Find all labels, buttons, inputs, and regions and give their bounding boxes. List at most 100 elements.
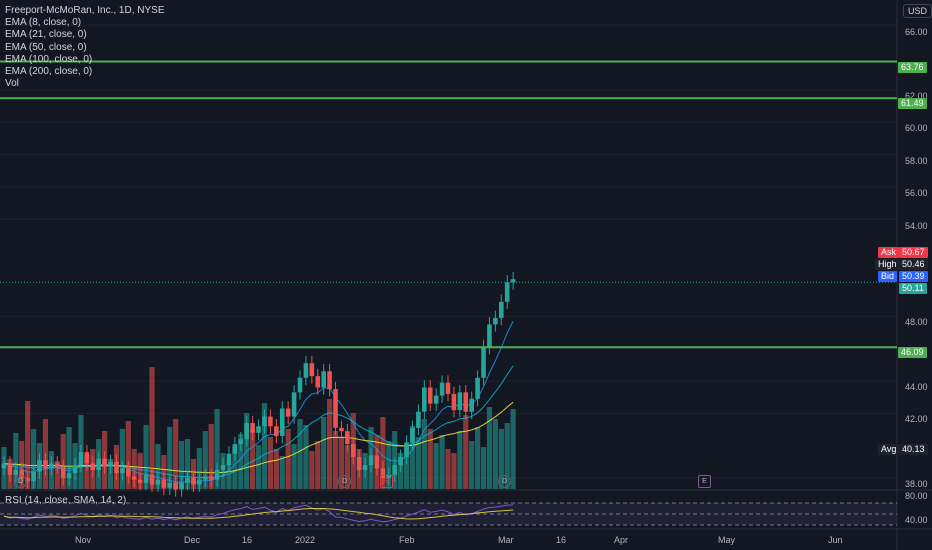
time-axis-tick: 16 xyxy=(242,535,253,545)
candle-body xyxy=(510,279,516,283)
earnings-marker[interactable]: E xyxy=(380,475,393,488)
volume-bar xyxy=(415,437,421,489)
chart-title[interactable]: Freeport-McMoRan, Inc., 1D, NYSE xyxy=(5,5,165,16)
volume-bar xyxy=(167,427,173,489)
ema-21-line xyxy=(3,365,514,479)
candle-body xyxy=(498,301,504,318)
volume-bar xyxy=(184,439,191,489)
bid-price-tag: 50.39 xyxy=(899,271,928,282)
candle-body xyxy=(504,282,510,302)
volume-bar xyxy=(403,445,410,489)
price-axis-tick: 58.00 xyxy=(905,156,928,166)
last-price-tag: 50.11 xyxy=(899,283,927,294)
candle-body xyxy=(493,317,498,325)
volume-bar xyxy=(119,429,125,489)
volume-bar xyxy=(255,445,262,489)
candle-body xyxy=(54,463,60,467)
level-tag-63-76[interactable]: 63.76 xyxy=(898,62,927,73)
volume-bar xyxy=(31,429,37,489)
rsi-legend[interactable]: RSI (14, close, SMA, 14, 2) xyxy=(5,495,127,506)
candle-body xyxy=(191,478,196,485)
candle-body xyxy=(108,461,113,467)
candle-body xyxy=(321,371,326,388)
time-axis-tick: Feb xyxy=(399,535,415,545)
volume-bar xyxy=(433,443,439,489)
candle-body xyxy=(161,479,167,488)
candle-body xyxy=(155,479,161,485)
volume-bar xyxy=(238,434,244,489)
avg-price-tag: 40.13 xyxy=(899,444,928,455)
volume-bar xyxy=(25,401,31,489)
candle-body xyxy=(374,455,380,469)
candle-body xyxy=(131,476,137,480)
candle-body xyxy=(303,363,309,378)
time-axis-tick: 16 xyxy=(556,535,567,545)
candle-body xyxy=(315,376,321,388)
earnings-marker-upcoming[interactable]: E xyxy=(698,475,711,488)
volume-bar xyxy=(84,455,90,489)
candle-body xyxy=(339,427,344,432)
volume-bar xyxy=(504,423,510,489)
volume-bar xyxy=(510,409,516,489)
volume-bar xyxy=(338,437,345,489)
candle-body xyxy=(143,474,149,483)
time-axis-tick: 2022 xyxy=(295,535,316,545)
time-axis-tick: Nov xyxy=(75,535,92,545)
candle-body xyxy=(220,465,226,470)
level-tag-61-49[interactable]: 61.49 xyxy=(898,98,927,109)
ask-price-tag: 50.67 xyxy=(899,247,928,258)
time-axis-tick: Dec xyxy=(184,535,201,545)
rsi-axis-tick: 80.00 xyxy=(905,491,928,501)
indicator-ema-21[interactable]: EMA (21, close, 0) xyxy=(5,29,87,41)
candle-body xyxy=(422,387,427,412)
candle-body xyxy=(285,408,291,417)
indicator-ema-200[interactable]: EMA (200, close, 0) xyxy=(5,66,93,78)
dividend-marker[interactable]: D xyxy=(338,475,351,488)
volume-bar xyxy=(457,431,463,489)
candle-body xyxy=(427,387,433,404)
candle-body xyxy=(31,471,36,482)
rsi-sma-line xyxy=(3,508,514,520)
volume-bar xyxy=(208,424,214,489)
indicator-volume[interactable]: Vol xyxy=(5,78,19,90)
candle-body xyxy=(250,423,255,433)
ema-50-line xyxy=(3,401,514,474)
volume-bar xyxy=(463,415,469,489)
price-axis-tick: 38.00 xyxy=(905,479,928,489)
price-axis-tick: 60.00 xyxy=(905,123,928,133)
volume-bar xyxy=(279,456,285,489)
candle-body xyxy=(60,466,66,479)
candle-body xyxy=(333,389,338,428)
volume-bar xyxy=(327,399,333,489)
dividend-marker[interactable]: D xyxy=(14,475,27,488)
candle-body xyxy=(439,382,445,396)
high-price-tag: 50.46 xyxy=(899,259,928,270)
volume-bar xyxy=(421,419,427,489)
indicator-ema-100[interactable]: EMA (100, close, 0) xyxy=(5,53,93,65)
dividend-marker[interactable]: D xyxy=(498,475,511,488)
candle-body xyxy=(49,463,54,469)
ask-label: Ask xyxy=(878,247,900,258)
candle-body xyxy=(262,416,267,427)
volume-bar xyxy=(66,427,72,489)
candle-body xyxy=(19,469,25,479)
time-axis-tick: Mar xyxy=(498,535,514,545)
volume-bar xyxy=(315,441,321,489)
candle-body xyxy=(149,474,155,485)
indicator-ema-50[interactable]: EMA (50, close, 0) xyxy=(5,41,87,53)
candle-body xyxy=(226,453,232,466)
currency-button[interactable]: USD xyxy=(903,4,932,18)
price-axis-tick: 62.00 xyxy=(905,91,928,101)
price-axis-tick: 66.00 xyxy=(905,27,928,37)
candle-body xyxy=(291,392,297,417)
volume-bar xyxy=(492,419,498,489)
candle-body xyxy=(268,416,273,427)
candle-body xyxy=(350,444,356,458)
volume-bar xyxy=(179,441,185,489)
volume-bar xyxy=(137,453,143,489)
indicator-ema-8[interactable]: EMA (8, close, 0) xyxy=(5,17,82,29)
level-tag-46-09[interactable]: 46.09 xyxy=(898,347,927,358)
candle-body xyxy=(1,463,7,469)
volume-bar xyxy=(232,447,238,489)
